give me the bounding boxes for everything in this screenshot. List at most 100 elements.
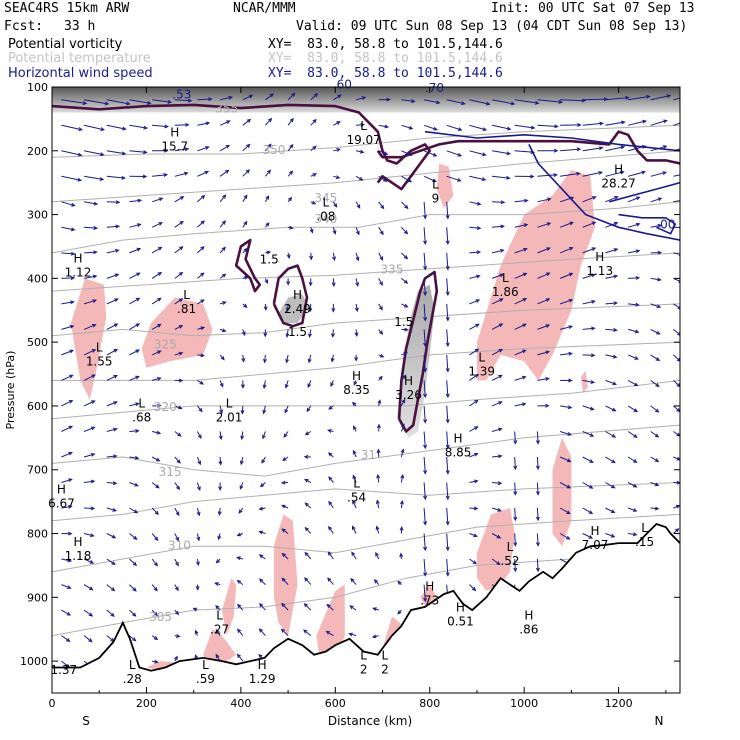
wind-vector: [560, 99, 585, 102]
wind-vector-head: [68, 504, 73, 509]
hl-marker-value: .68: [132, 411, 151, 425]
wind-vector: [559, 431, 572, 436]
wind-vector-head: [471, 586, 477, 592]
wind-vector-head: [350, 577, 355, 583]
wind-vector: [491, 558, 500, 565]
wind-vector-head: [633, 382, 639, 387]
wind-vector-head: [114, 298, 119, 303]
wind-vector-head: [657, 277, 662, 282]
wind-vector: [61, 124, 82, 131]
wind-vector: [174, 456, 181, 464]
wind-vector-head: [221, 220, 227, 225]
wind-vector-head: [304, 577, 309, 582]
wind-vector-head: [178, 378, 184, 383]
wind-vector: [582, 431, 594, 437]
wind-vector: [219, 220, 226, 228]
wind-vector-head: [281, 577, 286, 582]
wind-vector: [129, 430, 139, 432]
wind-vector-head: [100, 127, 106, 131]
wind-vector-head: [264, 279, 269, 285]
wind-vector-head: [354, 332, 359, 338]
wind-vector: [469, 150, 486, 156]
wind-vector-head: [612, 381, 617, 386]
wind-vector: [265, 143, 272, 152]
hl-marker-value: 2.49: [284, 302, 311, 316]
wind-vector: [83, 558, 94, 564]
wind-vector: [174, 272, 183, 279]
wind-vector-head: [258, 554, 264, 559]
stratosphere-shading: [52, 87, 680, 113]
wind-vector-head: [241, 358, 246, 363]
wind-vector: [240, 456, 244, 465]
wind-vector: [514, 199, 528, 203]
hl-marker: H8.85: [445, 432, 472, 460]
hl-marker-letter: L: [138, 397, 145, 411]
hl-marker-letter: H: [57, 483, 66, 497]
wind-vector: [536, 507, 539, 521]
wind-vector-head: [545, 298, 551, 302]
hl-marker: L.54: [347, 476, 366, 504]
wind-vector: [355, 150, 364, 153]
wind-vector-head: [269, 93, 275, 98]
wind-vector-head: [423, 521, 428, 526]
wind-vector-head: [566, 458, 572, 463]
hl-marker-letter: H: [73, 252, 82, 266]
wind-vector-head: [423, 444, 428, 450]
wind-vector: [333, 94, 342, 101]
wind-vector: [196, 482, 201, 491]
wind-vector-head: [175, 536, 179, 542]
wind-vector: [129, 124, 147, 129]
wind-vector: [84, 480, 95, 483]
wind-vector: [152, 174, 167, 177]
wind-vector-head: [522, 272, 528, 277]
wind-vector: [650, 145, 667, 152]
wind-vector-head: [136, 247, 142, 252]
wind-vector-head: [545, 350, 551, 355]
wind-vector-head: [676, 383, 680, 388]
wind-vector: [514, 248, 527, 254]
wind-vector-head: [423, 368, 428, 373]
wind-vector: [627, 223, 640, 228]
wind-vector: [61, 635, 70, 642]
wind-vector: [129, 456, 139, 459]
wind-vector-head: [546, 197, 552, 202]
wind-vector-head: [432, 178, 437, 183]
wind-vector-head: [327, 452, 333, 457]
wind-vector-head: [205, 121, 211, 126]
field-xy-wind: XY= 83.0, 58.8 to 101.5,144.6: [268, 66, 503, 81]
wind-vector-head: [88, 612, 94, 617]
wind-vector: [514, 349, 526, 356]
wind-vector: [328, 476, 334, 483]
wind-vector-head: [591, 247, 597, 252]
wind-vector: [106, 635, 115, 642]
wind-vector-head: [445, 215, 450, 220]
wind-vector: [106, 349, 118, 356]
theta-contour: [52, 150, 680, 203]
wind-vector-head: [445, 266, 450, 271]
wind-vector: [446, 558, 449, 576]
theta-label: 305: [149, 610, 172, 624]
wind-vector-head: [328, 476, 333, 481]
wind-vector-head: [613, 327, 618, 332]
wind-vector: [84, 507, 95, 509]
wind-vector-head: [635, 275, 641, 280]
wind-vector: [492, 482, 502, 484]
wind-vector-head: [379, 230, 384, 236]
wind-vector: [332, 252, 335, 261]
theta-contour: [52, 303, 680, 337]
x-tick-label: 1000: [510, 697, 538, 710]
theta-label: 345: [314, 191, 337, 205]
wind-vector: [401, 226, 408, 235]
wind-vector-head: [157, 350, 162, 355]
wind-vector-head: [177, 432, 182, 437]
wind-vector: [446, 380, 449, 398]
wind-vector-head: [530, 174, 535, 179]
wind-vector: [446, 405, 449, 423]
wind-vector-head: [328, 500, 333, 506]
pv-grey-shading: [52, 87, 680, 438]
hl-marker-value: .73: [420, 594, 439, 608]
wind-vector-head: [474, 399, 479, 404]
wind-vector-head: [312, 173, 318, 177]
wind-vector: [61, 558, 72, 562]
wind-vector-head: [91, 324, 97, 328]
